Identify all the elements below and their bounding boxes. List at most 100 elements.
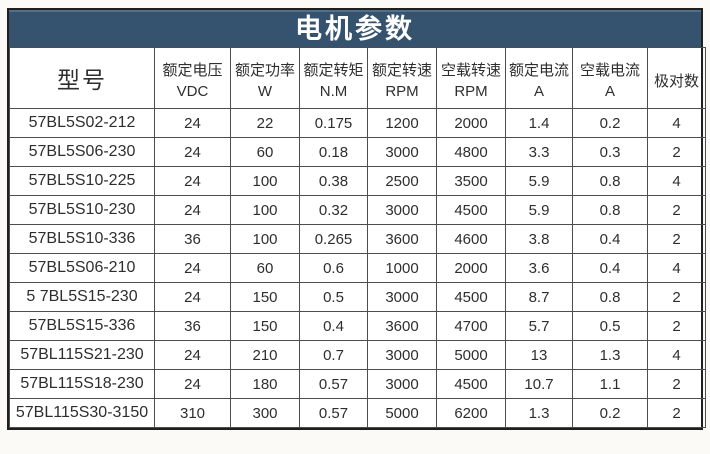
cell-rated-speed: 3000 (367, 195, 437, 225)
cell-rated-power: 180 (230, 369, 300, 399)
cell-pole-pairs: 2 (647, 224, 706, 254)
table-row: 57BL5S06-230 24 60 0.18 3000 4800 3.3 0.3 2 (9, 137, 706, 167)
column-unit: VDC (176, 83, 209, 100)
cell-no-load-speed: 4500 (436, 282, 506, 312)
cell-rated-power: 100 (230, 195, 300, 225)
column-header-rated-speed: 额定转速 RPM (367, 47, 437, 109)
cell-rated-power: 150 (230, 282, 300, 312)
cell-rated-torque: 0.38 (299, 166, 368, 196)
cell-pole-pairs: 4 (647, 253, 706, 283)
header-row: 型号 额定电压 VDC 额定功率 W 额定转矩 N.M 额定转速 RPM 空载转速 RPM 额定电流 A… (9, 47, 706, 109)
cell-no-load-current: 0.8 (572, 282, 648, 312)
table-header: 型号 额定电压 VDC 额定功率 W 额定转矩 N.M 额定转速 RPM 空载转速 RPM 额定电流 A… (9, 47, 706, 109)
cell-rated-torque: 0.4 (299, 311, 368, 341)
column-label: 额定转矩 (303, 62, 364, 79)
cell-rated-torque: 0.32 (299, 195, 368, 225)
cell-model: 57BL5S10-336 (9, 224, 155, 254)
cell-no-load-current: 0.3 (572, 137, 648, 167)
column-unit: W (257, 83, 273, 100)
column-header-rated-current: 额定电流 A (505, 47, 573, 109)
cell-rated-torque: 0.175 (299, 108, 368, 138)
cell-rated-power: 100 (230, 224, 300, 254)
cell-rated-power: 22 (230, 108, 300, 138)
cell-no-load-current: 0.8 (572, 166, 648, 196)
cell-rated-current: 5.9 (505, 195, 573, 225)
column-unit: N.M (319, 83, 348, 100)
cell-no-load-speed: 3500 (436, 166, 506, 196)
cell-rated-power: 300 (230, 398, 300, 428)
cell-rated-voltage: 24 (154, 108, 231, 138)
cell-no-load-speed: 2000 (436, 108, 506, 138)
column-label: 极对数 (653, 73, 699, 90)
cell-pole-pairs: 2 (647, 282, 706, 312)
column-header-model: 型号 (9, 47, 155, 109)
cell-rated-speed: 3000 (367, 137, 437, 167)
cell-rated-speed: 1000 (367, 253, 437, 283)
table-row: 57BL115S30-3150 310 300 0.57 5000 6200 1.3 0.2 2 (9, 398, 706, 428)
table-row: 57BL115S18-230 24 180 0.57 3000 4500 10.7 1.1 2 (9, 369, 706, 399)
table-row: 57BL5S10-230 24 100 0.32 3000 4500 5.9 0.8 2 (9, 195, 706, 225)
column-header-rated-torque: 额定转矩 N.M (299, 47, 368, 109)
cell-rated-torque: 0.18 (299, 137, 368, 167)
cell-no-load-speed: 4800 (436, 137, 506, 167)
cell-model: 57BL5S06-210 (9, 253, 155, 283)
cell-rated-power: 100 (230, 166, 300, 196)
cell-pole-pairs: 2 (647, 369, 706, 399)
cell-rated-voltage: 24 (154, 253, 231, 283)
cell-no-load-speed: 4500 (436, 195, 506, 225)
cell-rated-speed: 2500 (367, 166, 437, 196)
cell-model: 57BL115S21-230 (9, 340, 155, 370)
table-row: 57BL5S06-210 24 60 0.6 1000 2000 3.6 0.4 4 (9, 253, 706, 283)
cell-rated-current: 1.3 (505, 398, 573, 428)
cell-no-load-current: 1.1 (572, 369, 648, 399)
cell-rated-voltage: 24 (154, 340, 231, 370)
spec-sheet: 电机参数 型号 额定电压 VDC 额定功率 W 额定转矩 N.M 额定转速 RPM 空载转速 RPM… (7, 8, 706, 430)
cell-rated-voltage: 24 (154, 282, 231, 312)
column-unit: A (533, 83, 544, 100)
table-row: 57BL5S02-212 24 22 0.175 1200 2000 1.4 0.2 4 (9, 108, 706, 138)
cell-rated-current: 8.7 (505, 282, 573, 312)
cell-no-load-current: 0.8 (572, 195, 648, 225)
column-label: 额定电压 (162, 62, 223, 79)
cell-no-load-current: 0.2 (572, 398, 648, 428)
column-label: 额定转速 (371, 62, 432, 79)
cell-model: 57BL5S06-230 (9, 137, 155, 167)
cell-rated-speed: 3000 (367, 282, 437, 312)
cell-rated-voltage: 36 (154, 224, 231, 254)
cell-model: 57BL5S10-225 (9, 166, 155, 196)
cell-no-load-current: 1.3 (572, 340, 648, 370)
column-header-no-load-current: 空载电流 A (572, 47, 648, 109)
cell-rated-power: 150 (230, 311, 300, 341)
cell-pole-pairs: 2 (647, 195, 706, 225)
cell-no-load-current: 0.2 (572, 108, 648, 138)
cell-rated-torque: 0.7 (299, 340, 368, 370)
cell-no-load-speed: 5000 (436, 340, 506, 370)
cell-rated-voltage: 24 (154, 369, 231, 399)
cell-rated-torque: 0.5 (299, 282, 368, 312)
cell-pole-pairs: 2 (647, 398, 706, 428)
cell-rated-speed: 3600 (367, 311, 437, 341)
cell-rated-current: 10.7 (505, 369, 573, 399)
cell-model: 57BL5S02-212 (9, 108, 155, 138)
cell-rated-speed: 3000 (367, 369, 437, 399)
cell-rated-voltage: 310 (154, 398, 231, 428)
cell-pole-pairs: 4 (647, 340, 706, 370)
page-title: 电机参数 (9, 10, 701, 47)
table-row: 5 7BL5S15-230 24 150 0.5 3000 4500 8.7 0.8 2 (9, 282, 706, 312)
cell-rated-torque: 0.57 (299, 369, 368, 399)
cell-rated-current: 3.6 (505, 253, 573, 283)
motor-parameters-table: 型号 额定电压 VDC 额定功率 W 额定转矩 N.M 额定转速 RPM 空载转速 RPM 额定电流 A… (9, 47, 706, 428)
cell-no-load-speed: 4500 (436, 369, 506, 399)
cell-rated-torque: 0.265 (299, 224, 368, 254)
cell-pole-pairs: 4 (647, 166, 706, 196)
cell-rated-voltage: 24 (154, 166, 231, 196)
cell-rated-torque: 0.6 (299, 253, 368, 283)
column-unit: A (604, 83, 615, 100)
column-label: 空载转速 (440, 62, 501, 79)
cell-rated-current: 3.8 (505, 224, 573, 254)
cell-no-load-current: 0.4 (572, 253, 648, 283)
cell-no-load-current: 0.4 (572, 224, 648, 254)
cell-rated-power: 60 (230, 137, 300, 167)
cell-model: 57BL115S18-230 (9, 369, 155, 399)
